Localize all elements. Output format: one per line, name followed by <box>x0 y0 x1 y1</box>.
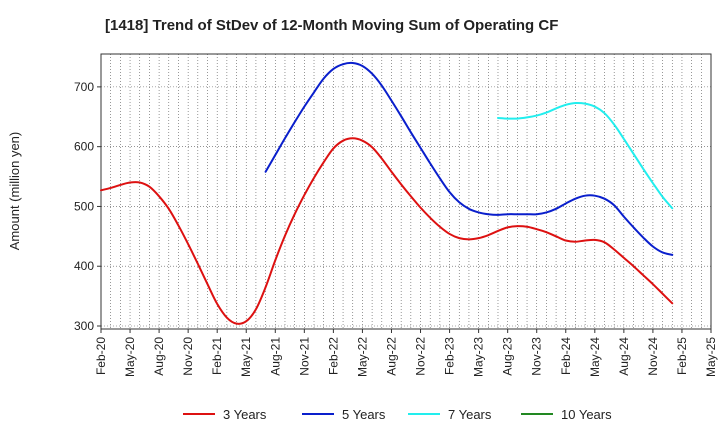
legend-label-10-years: 10 Years <box>561 407 612 422</box>
series-line-5-years <box>264 61 674 256</box>
x-tick-label: Aug-22 <box>384 337 398 376</box>
legend: 3 Years 5 Years 7 Years 10 Years <box>183 407 612 422</box>
x-tick-label: Feb-20 <box>94 337 108 375</box>
legend-label-3-years: 3 Years <box>223 407 267 422</box>
x-tick-label: Nov-23 <box>530 337 544 376</box>
x-tick-label: Aug-20 <box>152 337 166 376</box>
x-tick-label: Aug-24 <box>617 337 631 376</box>
x-tick-label: Nov-20 <box>181 337 195 376</box>
x-tick-label: Feb-25 <box>675 337 689 375</box>
x-tick-label: Nov-22 <box>414 337 428 376</box>
y-tick-label: 300 <box>74 319 94 333</box>
x-tick-label: Feb-23 <box>443 337 457 375</box>
y-tick-label: 600 <box>74 140 94 154</box>
y-axis: 300 400 500 600 700 <box>74 80 101 333</box>
chart-title: [1418] Trend of StDev of 12-Month Moving… <box>105 17 558 34</box>
y-tick-label: 400 <box>74 259 94 273</box>
x-tick-label: Feb-21 <box>210 337 224 375</box>
y-axis-label: Amount (million yen) <box>7 132 22 251</box>
y-tick-label: 700 <box>74 80 94 94</box>
x-tick-label: May-25 <box>704 337 718 377</box>
y-tick-label: 500 <box>74 199 94 213</box>
x-tick-label: May-24 <box>588 337 602 377</box>
x-tick-label: Feb-24 <box>559 337 573 375</box>
x-tick-label: Nov-21 <box>297 337 311 376</box>
x-axis: Feb-20 May-20 Aug-20 Nov-20 Feb-21 May-21 Aug-… <box>94 329 718 377</box>
series-group <box>100 61 674 325</box>
x-tick-label: Aug-23 <box>501 337 515 376</box>
x-tick-label: May-20 <box>123 337 137 377</box>
legend-label-5-years: 5 Years <box>342 407 386 422</box>
x-tick-label: May-22 <box>355 337 369 377</box>
series-line-7-years <box>496 101 674 210</box>
x-tick-label: Feb-22 <box>326 337 340 375</box>
x-tick-label: May-21 <box>239 337 253 377</box>
grid <box>101 54 711 329</box>
x-tick-label: Nov-24 <box>646 337 660 376</box>
legend-label-7-years: 7 Years <box>448 407 492 422</box>
series-line-3-years <box>100 137 674 325</box>
x-tick-label: Aug-21 <box>268 337 282 376</box>
x-tick-label: May-23 <box>472 337 486 377</box>
plot-area <box>100 53 712 330</box>
